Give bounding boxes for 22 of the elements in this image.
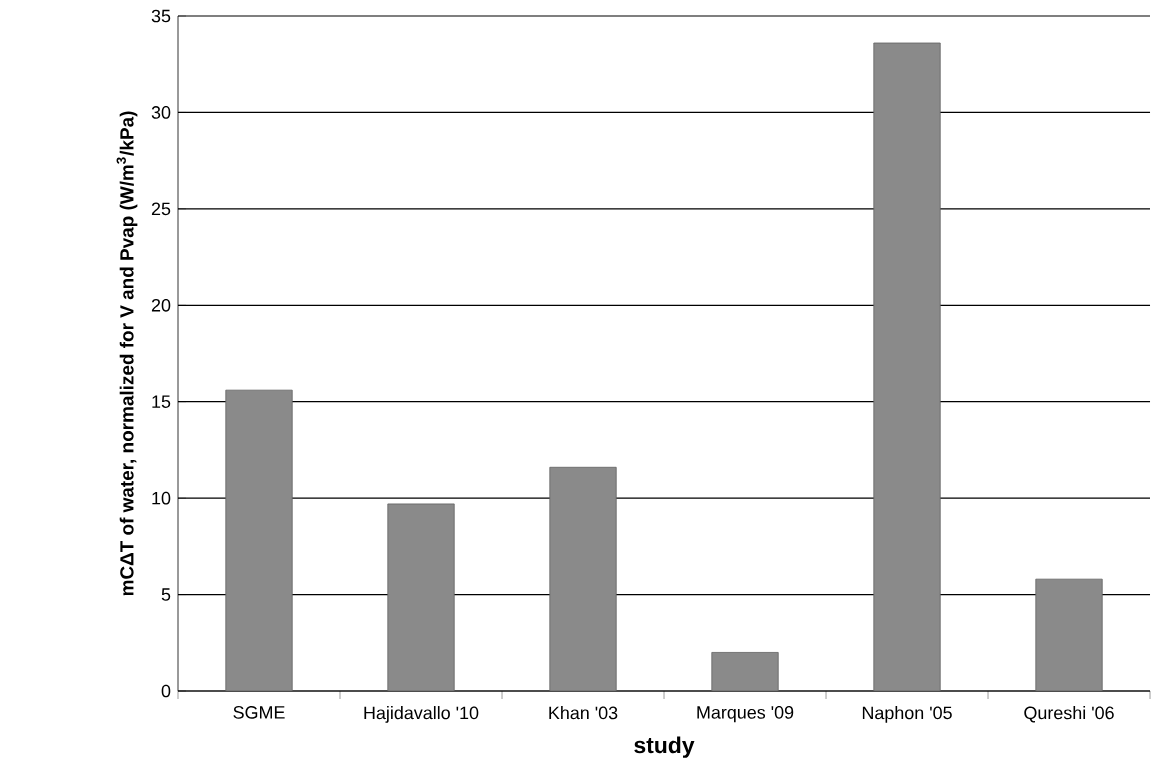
y-tick-label: 35 xyxy=(151,9,171,23)
y-tick-label: 15 xyxy=(152,395,171,408)
bar xyxy=(387,503,455,691)
bar xyxy=(711,652,779,691)
x-tick-label: Naphon '05 xyxy=(862,706,952,723)
y-tick-label: 10 xyxy=(152,491,171,505)
x-tick-label: Khan '03 xyxy=(549,706,618,720)
bar xyxy=(225,389,293,691)
y-tick-label: 0 xyxy=(161,684,171,698)
x-axis-title: study xyxy=(634,736,695,758)
x-tick-label: Marques '09 xyxy=(697,706,794,723)
y-tick-label: 30 xyxy=(151,106,171,119)
bar xyxy=(873,42,941,691)
y-tick-label: 25 xyxy=(151,202,171,216)
x-tick-label: SGME xyxy=(233,706,285,719)
y-tick-label: 5 xyxy=(161,588,171,601)
bar xyxy=(1035,578,1103,691)
y-axis-title: mCΔT of water, normalized for V and Pvap (W/m$^{3}$/kPa) xyxy=(116,111,138,596)
x-tick-label: Hajidavallo '10 xyxy=(364,706,479,723)
y-tick-label: 20 xyxy=(151,298,171,312)
x-tick-label: Qureshi '06 xyxy=(1024,706,1114,723)
bar xyxy=(549,466,617,691)
